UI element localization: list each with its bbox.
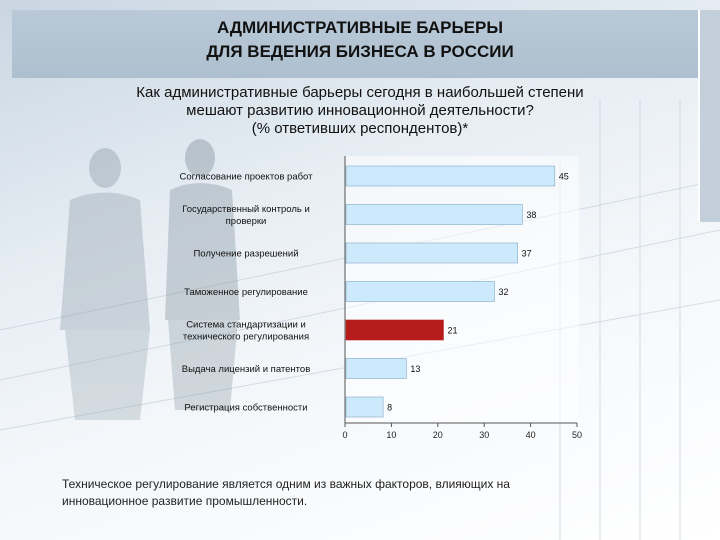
category-label: Согласование проектов работ [180, 172, 314, 183]
bar [345, 319, 444, 341]
bar [345, 396, 384, 418]
bar [345, 281, 495, 302]
footnote-line-1: Техническое регулирование является одним… [62, 477, 510, 491]
title-line-1: АДМИНИСТРАТИВНЫЕ БАРЬЕРЫ [217, 18, 503, 37]
question-line-2: мешают развитию инновационной деятельнос… [186, 102, 534, 119]
category-label: технического регулирования [183, 332, 309, 343]
bar [345, 242, 518, 264]
data-label: 13 [410, 364, 420, 374]
question-line-3: (% ответивших респондентов)* [251, 120, 469, 137]
category-label: Система стандартизации и [186, 320, 306, 331]
data-label: 32 [498, 287, 508, 297]
chart-question: Как административные барьеры сегодня в н… [80, 84, 640, 138]
data-label: 45 [559, 172, 569, 182]
x-tick-label: 30 [479, 430, 489, 440]
data-label: 38 [526, 210, 536, 220]
category-label: Выдача лицензий и патентов [182, 364, 311, 375]
question-line-1: Как административные барьеры сегодня в н… [136, 84, 584, 101]
x-tick-label: 40 [526, 430, 536, 440]
x-tick-label: 10 [386, 430, 396, 440]
category-label: проверки [226, 216, 267, 227]
title-line-2: ДЛЯ ВЕДЕНИЯ БИЗНЕСА В РОССИИ [206, 42, 514, 61]
businessmen-silhouette [60, 139, 240, 420]
bar [345, 358, 407, 379]
bar [345, 165, 556, 187]
x-tick-label: 0 [342, 430, 347, 440]
category-label: Получение разрешений [193, 249, 298, 260]
data-label: 21 [447, 326, 457, 336]
bar [345, 204, 523, 225]
category-label: Таможенное регулирование [184, 287, 308, 298]
title-banner [12, 10, 698, 78]
x-tick-label: 20 [433, 430, 443, 440]
data-label: 8 [387, 403, 392, 413]
category-label: Государственный контроль и [182, 204, 310, 215]
footnote-line-2: инновационное развитие промышленности. [62, 494, 308, 508]
data-label: 37 [522, 249, 532, 259]
x-tick-label: 50 [572, 430, 582, 440]
page-title: АДМИНИСТРАТИВНЫЕ БАРЬЕРЫ ДЛЯ ВЕДЕНИЯ БИЗ… [0, 16, 720, 64]
decorative-strip [698, 10, 720, 222]
footnote: Техническое регулирование является одним… [62, 476, 622, 510]
category-label: Регистрация собственности [184, 403, 307, 414]
